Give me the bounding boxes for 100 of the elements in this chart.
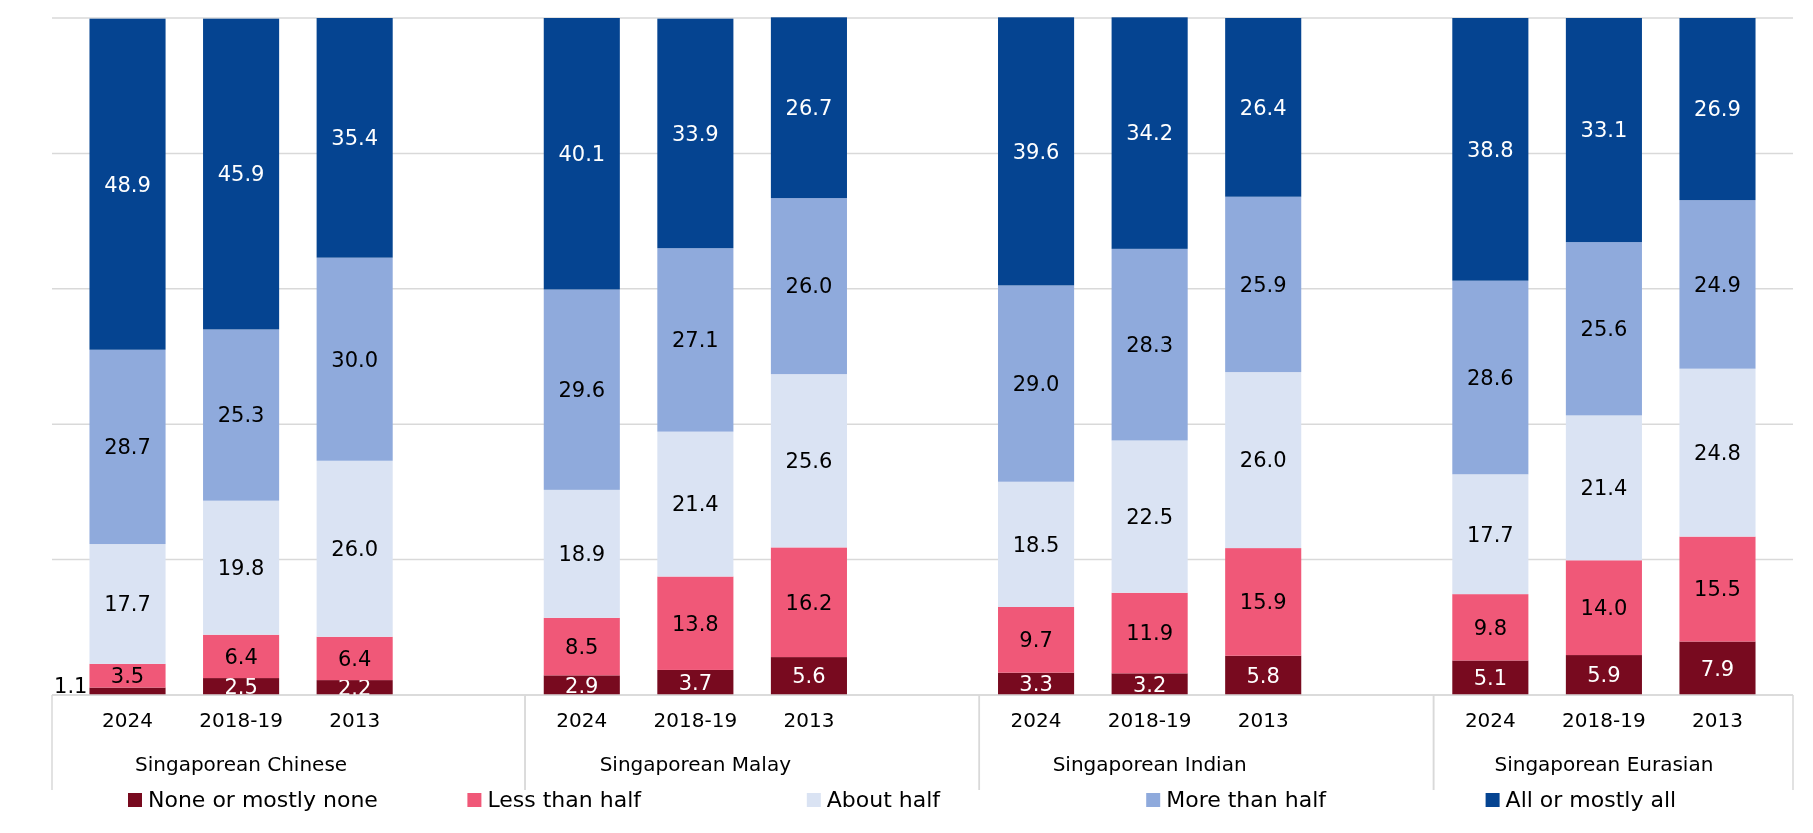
data-label: 3.2: [1132, 672, 1167, 697]
data-label: 8.5: [565, 634, 599, 659]
data-label: 6.4: [224, 644, 258, 669]
bar: [1452, 18, 1529, 281]
data-label: 9.7: [1019, 628, 1053, 653]
bar: [1565, 655, 1642, 695]
bar: [89, 18, 166, 350]
data-label: 9.8: [1473, 615, 1508, 640]
bar: [1679, 641, 1756, 695]
bar: [1111, 592, 1188, 674]
data-label: 5.9: [1587, 663, 1621, 688]
bar: [998, 17, 1075, 286]
data-label: 26.9: [1694, 97, 1741, 122]
bar: [543, 617, 620, 676]
data-label: 48.9: [104, 172, 151, 197]
bar: [203, 500, 280, 635]
data-label: 22.5: [1126, 504, 1174, 529]
bar: [316, 636, 393, 681]
bar: [770, 547, 847, 658]
data-label: 7.9: [1700, 656, 1735, 681]
data-label: 27.1: [671, 328, 719, 353]
x-tick-label: 2018-19: [653, 708, 738, 732]
legend-label: None or mostly none: [148, 787, 378, 812]
data-label: 45.9: [217, 162, 265, 187]
x-tick-label: 2024: [1010, 708, 1062, 732]
data-label: 21.4: [671, 492, 719, 517]
data-label: 24.9: [1694, 272, 1741, 297]
data-label: 29.0: [1012, 371, 1060, 396]
bar: [89, 663, 166, 688]
bar: [1111, 440, 1188, 593]
bar: [1565, 560, 1642, 656]
legend-label: About half: [826, 787, 942, 812]
data-label: 15.9: [1239, 590, 1287, 615]
bar: [770, 657, 847, 695]
x-tick-label: 2018-19: [1107, 708, 1192, 732]
bar: [316, 18, 393, 258]
x-tick-label: 2013: [329, 708, 381, 732]
data-label: 6.4: [337, 646, 372, 671]
bar: [89, 544, 166, 664]
bar: [1452, 660, 1529, 695]
bar: [1452, 280, 1529, 475]
data-label: 38.8: [1466, 137, 1514, 162]
bar: [203, 18, 280, 330]
bar: [1225, 196, 1302, 373]
data-label: 30.0: [331, 347, 379, 372]
x-tick-label: 2024: [556, 708, 608, 732]
legend-label: Less than half: [487, 787, 643, 812]
x-tick-label: 2013: [783, 708, 835, 732]
data-label: 39.6: [1012, 139, 1060, 164]
text: Singaporean Malay: [599, 752, 792, 776]
data-label: 13.8: [671, 611, 719, 636]
data-label: 28.7: [104, 435, 151, 460]
data-label: 21.4: [1580, 476, 1628, 501]
data-label: 2.9: [565, 673, 599, 698]
bar: [203, 329, 280, 501]
data-label: 35.4: [331, 126, 379, 151]
data-label: 18.5: [1012, 532, 1060, 557]
bar: [770, 198, 847, 375]
data-label: 18.9: [558, 542, 606, 567]
bar: [543, 289, 620, 490]
bar: [1565, 18, 1642, 243]
data-label: 26.7: [785, 96, 833, 121]
x-tick-label: 2024: [1464, 708, 1516, 732]
x-tick-label: 2013: [1692, 708, 1743, 732]
data-label: 26.0: [785, 274, 833, 299]
data-label: 16.2: [785, 590, 833, 615]
bar: [203, 634, 280, 679]
data-label: 28.6: [1466, 365, 1514, 390]
data-label: 11.9: [1126, 621, 1174, 646]
data-label: 25.9: [1239, 272, 1287, 297]
data-label: 15.5: [1694, 577, 1741, 602]
text: Singaporean Chinese: [135, 752, 348, 776]
data-label: 17.7: [1466, 522, 1514, 547]
bar: [543, 489, 620, 618]
legend-label: More than half: [1166, 787, 1328, 812]
data-label: 26.0: [331, 537, 379, 562]
data-label: 25.3: [217, 403, 265, 428]
bar: [657, 576, 734, 670]
bar: [1452, 594, 1529, 661]
bar: [1679, 18, 1756, 201]
data-label: 34.2: [1126, 121, 1174, 146]
bar: [1225, 548, 1302, 656]
data-label: 33.1: [1580, 118, 1628, 143]
data-label: 28.3: [1126, 333, 1174, 357]
data-label: 14.0: [1580, 596, 1628, 621]
bar: [1679, 536, 1756, 642]
bar: [657, 248, 734, 432]
data-label: 5.1: [1473, 666, 1508, 691]
data-label: 25.6: [785, 449, 833, 474]
x-tick-label: 2018-19: [199, 708, 283, 732]
bar: [316, 460, 393, 637]
bar: [1225, 372, 1302, 549]
data-label: 3.5: [110, 664, 145, 689]
bar: [1452, 474, 1529, 595]
data-label: 3.3: [1019, 672, 1053, 697]
bar: [770, 374, 847, 548]
bar: [657, 431, 734, 577]
data-label: 1.1: [54, 674, 88, 698]
bar: [316, 257, 393, 461]
bar: [770, 17, 847, 199]
